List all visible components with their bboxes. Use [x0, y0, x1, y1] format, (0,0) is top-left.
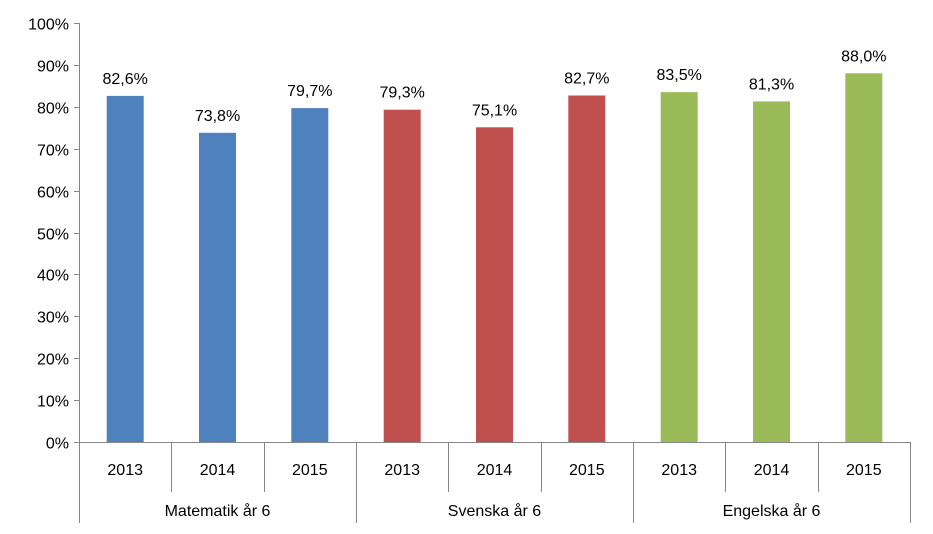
y-tick-label: 30%: [37, 310, 69, 327]
data-label: 73,8%: [195, 108, 240, 125]
x-category-label: 2013: [661, 462, 697, 479]
bar: [199, 132, 236, 443]
x-group-label: Engelska år 6: [723, 502, 821, 520]
data-labels: 82,6% 73,8% 79,7% 79,3% 75,1% 82,7% 83,5% 81,3%…: [103, 48, 887, 125]
y-tick-label: 0%: [46, 436, 69, 453]
bar: [753, 101, 790, 443]
y-axis: 0% 10% 20% 30% 40% 50% 60% 70% 80% 90% 100%: [28, 17, 80, 453]
x-group-label: Svenska år 6: [448, 502, 541, 520]
y-tick-label: 60%: [37, 185, 69, 202]
y-tick-label: 10%: [37, 394, 69, 411]
bar: [476, 127, 513, 443]
data-label: 79,7%: [287, 83, 332, 100]
data-label: 79,3%: [380, 85, 425, 102]
data-label: 88,0%: [841, 48, 886, 65]
bar: [106, 95, 144, 443]
y-tick-label: 40%: [37, 268, 69, 285]
bar: [845, 73, 883, 443]
x-group-label: Matematik år 6: [165, 502, 271, 520]
x-category-label: 2013: [107, 462, 143, 479]
bar: [291, 108, 329, 442]
x-category-label: 2014: [477, 462, 513, 479]
y-tick-label: 80%: [37, 101, 69, 118]
data-label: 82,6%: [103, 71, 148, 88]
data-label: 82,7%: [564, 71, 609, 88]
bar: [660, 92, 698, 442]
data-label: 81,3%: [749, 76, 794, 93]
x-category-label: 2015: [846, 462, 882, 479]
x-category-label: 2014: [754, 462, 790, 479]
y-tick-label: 20%: [37, 352, 69, 369]
y-tick-label: 100%: [28, 17, 69, 34]
bar: [568, 95, 606, 442]
x-category-label: 2015: [292, 462, 328, 479]
bars: [106, 73, 883, 443]
x-axis: 2013 2014 2015 2013 2014 2015 2013 2014 2015 Mate…: [79, 442, 911, 523]
y-tick-label: 90%: [37, 59, 69, 76]
y-tick-label: 50%: [37, 227, 69, 244]
x-category-label: 2014: [200, 462, 236, 479]
x-category-label: 2013: [384, 462, 420, 479]
data-label: 75,1%: [472, 102, 517, 119]
data-label: 83,5%: [657, 67, 702, 84]
y-tick-label: 70%: [37, 143, 69, 160]
x-category-label: 2015: [569, 462, 605, 479]
bar: [383, 109, 421, 442]
